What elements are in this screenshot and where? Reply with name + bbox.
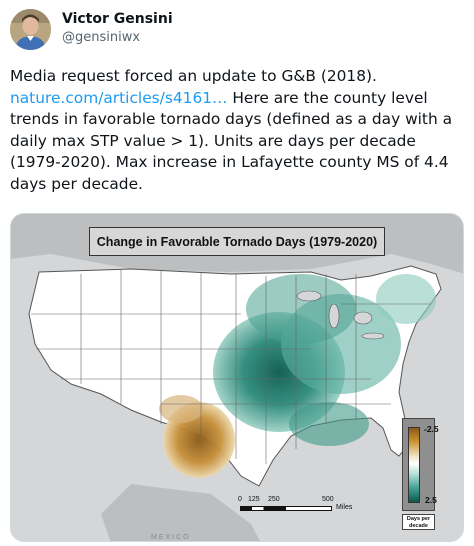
legend-min-label: 2.5 xyxy=(425,495,437,505)
tornado-trend-map xyxy=(11,214,463,541)
tweet-text-intro: Media request forced an update to G&B (2… xyxy=(10,67,377,85)
avatar[interactable] xyxy=(10,9,51,50)
tweet-text: Media request forced an update to G&B (2… xyxy=(10,66,466,196)
scale-tick: 500 xyxy=(322,496,334,503)
legend-color-bar xyxy=(408,427,420,503)
legend-units-label: Days per decade xyxy=(402,514,435,530)
scale-bar: 0 125 250 500 Miles xyxy=(232,496,352,524)
tweet-header: Victor Gensini @gensiniwx xyxy=(10,9,464,53)
profile-photo-icon xyxy=(10,9,51,50)
mexico-landmass xyxy=(101,484,260,541)
state-boundaries xyxy=(31,270,431,464)
lake-huron xyxy=(353,311,373,325)
lake-superior xyxy=(296,290,322,302)
region-label-mexico: MEXICO xyxy=(151,534,191,541)
author-info: Victor Gensini @gensiniwx xyxy=(62,11,173,46)
lake-erie xyxy=(361,332,385,340)
scale-tick: 250 xyxy=(268,496,280,503)
color-legend: -2.5 2.5 xyxy=(402,418,439,511)
scale-tick: 125 xyxy=(248,496,260,503)
legend-max-label: -2.5 xyxy=(424,424,439,434)
map-title-box: Change in Favorable Tornado Days (1979-2… xyxy=(89,227,385,256)
scale-unit: Miles xyxy=(336,504,353,511)
scale-tick: 0 xyxy=(238,496,242,503)
user-handle[interactable]: @gensiniwx xyxy=(62,30,141,45)
tweet-text-body: Here are the county level trends in favo… xyxy=(10,88,453,193)
scale-bar-graphic xyxy=(240,506,332,511)
display-name[interactable]: Victor Gensini xyxy=(62,11,173,27)
tweet-media-image[interactable]: Change in Favorable Tornado Days (1979-2… xyxy=(10,213,464,542)
increase-northeast-region xyxy=(376,274,436,324)
map-title: Change in Favorable Tornado Days (1979-2… xyxy=(96,234,378,249)
increase-southeast-region xyxy=(289,402,369,446)
decrease-plains-region xyxy=(159,395,203,423)
lake-michigan xyxy=(328,303,340,329)
increase-north-region xyxy=(246,274,356,344)
article-link[interactable]: nature.com/articles/s4161… xyxy=(10,88,228,107)
